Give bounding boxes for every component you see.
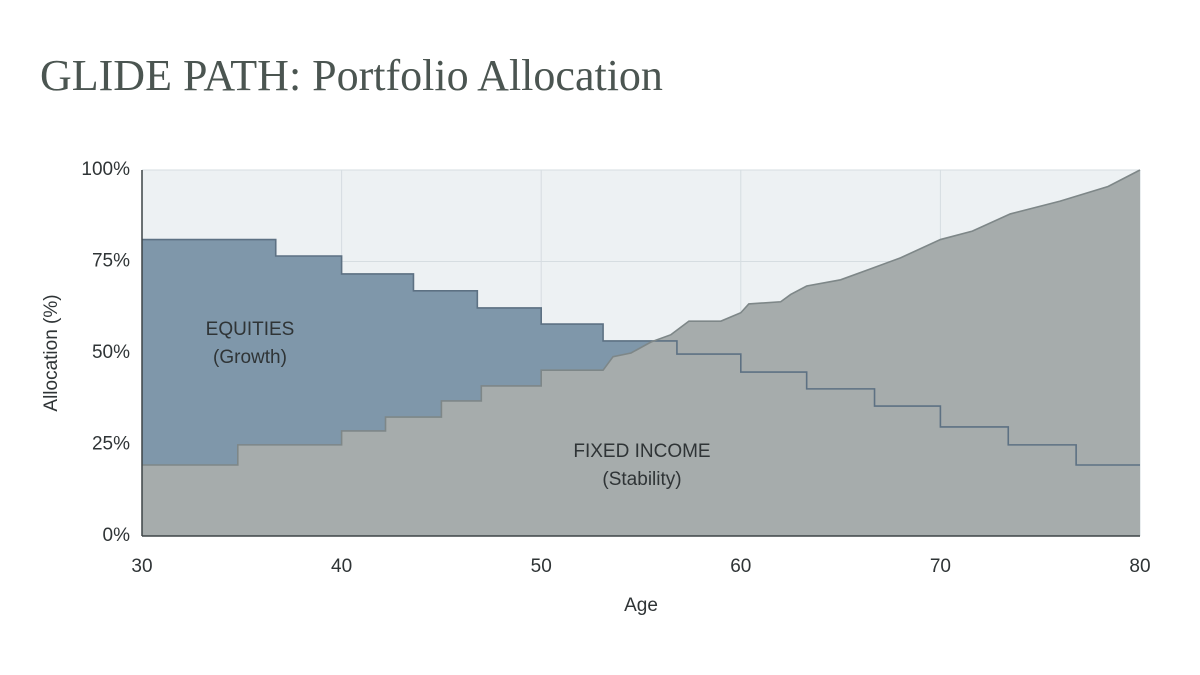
chart-title: GLIDE PATH: Portfolio Allocation (40, 51, 663, 100)
y-axis-label: Allocation (%) (41, 294, 62, 411)
area-line (142, 238, 1140, 466)
x-tick-label: 30 (131, 556, 152, 577)
area-label: EQUITIES (206, 319, 295, 340)
y-tick-label: 0% (103, 525, 131, 546)
x-tick-label: 40 (331, 556, 352, 577)
x-axis-label: Age (624, 595, 658, 616)
y-tick-label: 100% (81, 159, 130, 180)
y-tick-label: 25% (92, 434, 130, 455)
y-tick-label: 50% (92, 342, 130, 363)
x-tick-label: 80 (1129, 556, 1150, 577)
area-line (142, 169, 1141, 466)
x-tick-label: 60 (730, 556, 751, 577)
y-tick-label: 75% (92, 251, 130, 272)
area-label: FIXED INCOME (573, 441, 710, 462)
x-tick-label: 70 (930, 556, 951, 577)
area-sublabel: (Stability) (602, 469, 681, 490)
area-sublabel: (Growth) (213, 347, 287, 368)
x-tick-label: 50 (531, 556, 552, 577)
